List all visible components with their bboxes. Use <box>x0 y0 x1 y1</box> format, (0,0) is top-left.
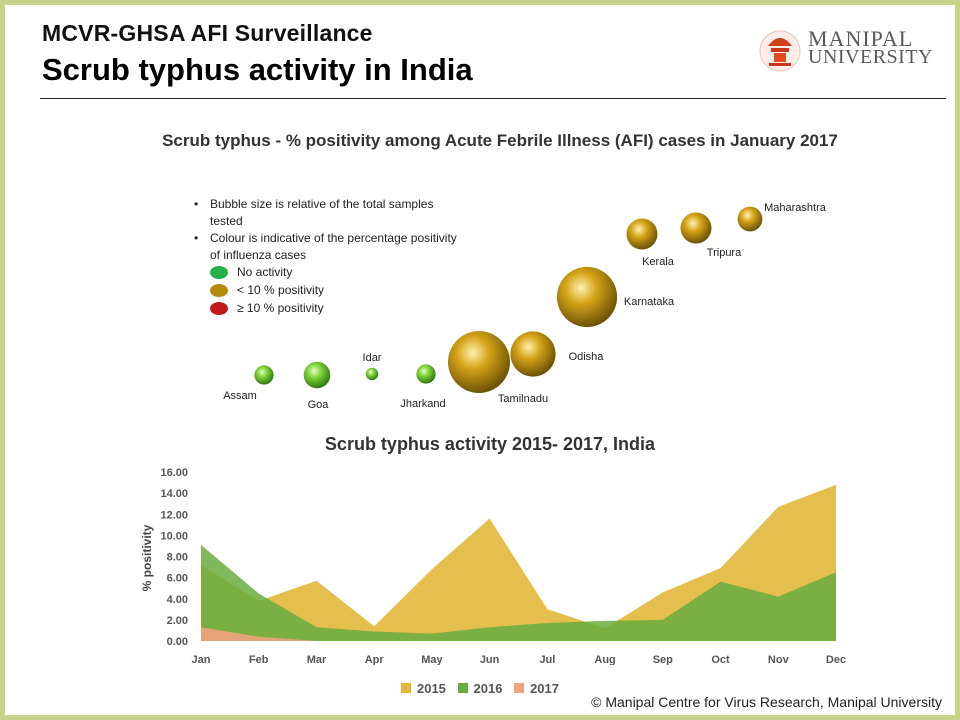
x-tick-label: Nov <box>768 654 790 665</box>
legend-label-2016: 2016 <box>473 681 503 696</box>
y-tick-label: 14.00 <box>160 488 188 500</box>
legend-label-2015: 2015 <box>416 681 446 696</box>
copyright-notice: © Manipal Centre for Virus Research, Man… <box>591 694 942 710</box>
x-tick-label: Apr <box>365 654 385 665</box>
bubble-chart-title: Scrub typhus - % positivity among Acute … <box>162 131 838 150</box>
green-dot-icon <box>210 266 228 279</box>
bubble-label-maharashtra: Maharashtra <box>764 202 827 214</box>
x-tick-label: Feb <box>249 654 269 665</box>
legend-2017: 2017 <box>514 681 559 696</box>
legend-label: ≥ 10 % positivity <box>237 301 324 315</box>
bubble-maharashtra <box>737 206 763 232</box>
x-tick-label: Jul <box>539 654 555 665</box>
bubble-karnataka <box>556 266 618 328</box>
bubble-label-karnataka: Karnataka <box>624 296 675 308</box>
x-tick-label: Jun <box>480 654 500 665</box>
y-tick-label: 4.00 <box>167 594 188 606</box>
header-divider <box>40 98 946 99</box>
bubble-label-assam: Assam <box>223 390 257 402</box>
bubble-kerala <box>626 218 658 250</box>
bubble-label-tamilnadu: Tamilnadu <box>498 393 548 405</box>
legend-label: No activity <box>237 265 293 279</box>
area-chart: % positivity 16.00 14.00 12.00 10.00 8.00 6.0… <box>140 467 846 665</box>
bubble-label-idar: Idar <box>363 352 382 364</box>
x-tick-label: Sep <box>653 654 673 665</box>
area-series-2015 <box>201 484 836 641</box>
y-tick-label: 0.00 <box>167 636 188 648</box>
page-title: Scrub typhus activity in India <box>42 52 473 87</box>
bubble-label-tripura: Tripura <box>707 247 742 259</box>
bubble-tripura <box>680 212 712 244</box>
swatch-2017 <box>514 683 525 693</box>
bubble-label-goa: Goa <box>308 399 330 411</box>
bubble-idar <box>365 367 379 381</box>
bubble-jharkand <box>416 364 436 384</box>
legend-lt10: < 10 % positivity <box>192 282 462 300</box>
logo-text-manipal: MANIPAL <box>808 26 914 51</box>
university-crest-icon <box>759 30 801 72</box>
area-series-2016 <box>201 544 836 641</box>
y-tick-label: 6.00 <box>167 573 188 585</box>
logo-text-university: UNIVERSITY <box>808 46 933 68</box>
note-bubble-size: Bubble size is relative of the total sam… <box>192 196 462 230</box>
swatch-2015 <box>400 683 411 693</box>
y-axis-label: % positivity <box>140 524 154 591</box>
bubble-chart: Assam Goa Idar Jharkand Tamilnadu Odisha Karna… <box>223 202 827 411</box>
legend-2015: 2015 <box>400 681 446 696</box>
swatch-2016 <box>457 683 468 693</box>
x-tick-label: Oct <box>711 654 730 665</box>
x-tick-label: May <box>421 654 443 665</box>
bubble-tamilnadu <box>448 331 510 393</box>
y-tick-label: 2.00 <box>167 615 188 627</box>
bubble-odisha <box>510 331 556 377</box>
university-logo <box>759 30 801 72</box>
area-chart-title: Scrub typhus activity 2015- 2017, India <box>324 434 656 454</box>
header-subtitle: MCVR-GHSA AFI Surveillance <box>42 20 373 46</box>
legend-ge10: ≥ 10 % positivity <box>192 300 462 318</box>
legend-2016: 2016 <box>457 681 503 696</box>
legend-label-2017: 2017 <box>530 681 559 696</box>
bubble-label-odisha: Odisha <box>569 351 605 363</box>
y-tick-label: 12.00 <box>160 509 188 521</box>
x-tick-label: Dec <box>826 654 846 665</box>
area-chart-legend: 2015 2016 2017 <box>0 681 960 696</box>
y-tick-label: 8.00 <box>167 552 188 564</box>
legend-label: < 10 % positivity <box>237 283 325 297</box>
area-series-2017 <box>201 627 317 641</box>
x-tick-label: Jan <box>192 654 211 665</box>
gold-dot-icon <box>210 284 228 297</box>
legend-no-activity: No activity <box>192 264 462 282</box>
bubble-chart-notes: Bubble size is relative of the total sam… <box>192 196 462 318</box>
x-tick-label: Aug <box>594 654 615 665</box>
bubble-label-kerala: Kerala <box>642 256 675 268</box>
y-tick-label: 10.00 <box>160 530 188 542</box>
note-colour: Colour is indicative of the percentage p… <box>192 230 462 264</box>
bubble-goa <box>303 361 331 389</box>
y-tick-label: 16.00 <box>160 467 188 479</box>
x-tick-label: Mar <box>307 654 327 665</box>
bubble-assam <box>254 365 274 385</box>
red-dot-icon <box>210 302 228 315</box>
bubble-label-jharkand: Jharkand <box>400 398 445 410</box>
